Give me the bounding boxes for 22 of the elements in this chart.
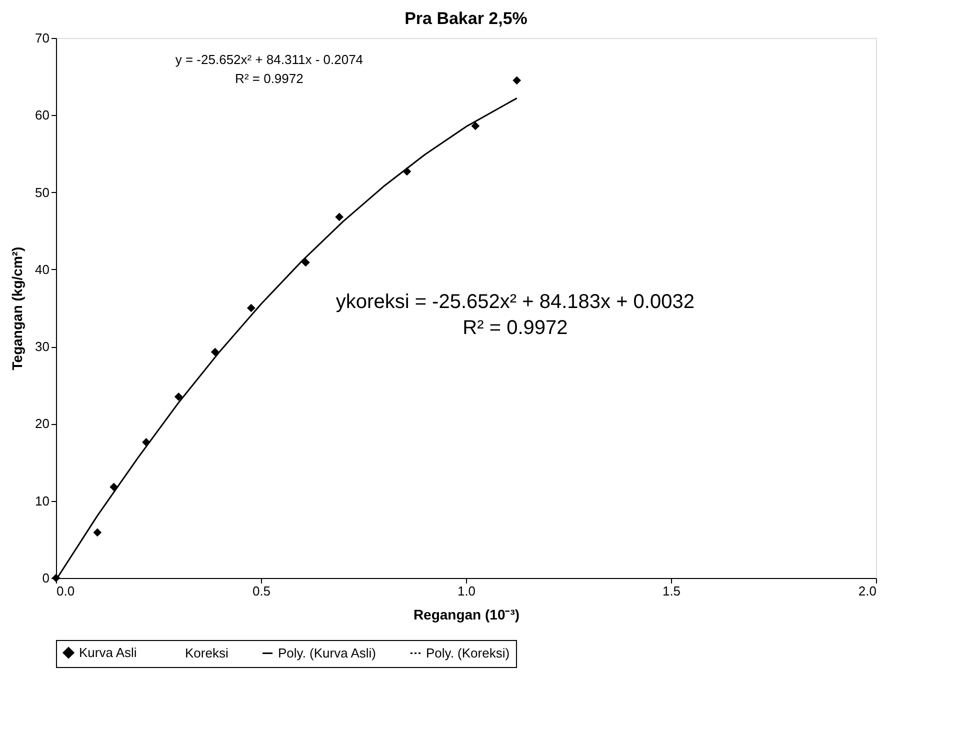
y-tick-label: 30 [35,339,50,354]
legend-label: Poly. (Koreksi) [426,645,510,660]
y-tick-label: 50 [35,184,50,200]
legend-label: Koreksi [185,645,228,660]
y-tick-label: 20 [35,416,50,432]
x-tick-label: 0.0 [56,584,75,598]
y-tick-label: 10 [35,493,50,508]
y-tick-label: 70 [35,30,50,46]
x-tick-label: 0.5 [252,584,271,598]
x-tick-label: 1.0 [457,584,476,598]
y-axis-title: Tegangan (kg/cm²) [9,246,26,370]
x-tick-label: 1.5 [662,584,681,598]
annotation: ykoreksi = -25.652x² + 84.183x + 0.0032 R² = 0.9972 [336,290,694,339]
y-tick-label: 0 [42,570,50,586]
y-tick-label: 60 [35,108,50,123]
x-tick-label: 2.0 [858,584,876,598]
x-axis-title: Regangan (10⁻³) [413,606,520,622]
chart-title: Pra Bakar 2,5% [404,9,528,28]
annotation: y = -25.652x² + 84.311x - 0.2074 R² = 0.9972 [175,52,364,86]
legend-label: Poly. (Kurva Asli) [278,645,376,660]
y-tick-label: 40 [35,262,50,277]
legend-label: Kurva Asli [79,644,137,660]
